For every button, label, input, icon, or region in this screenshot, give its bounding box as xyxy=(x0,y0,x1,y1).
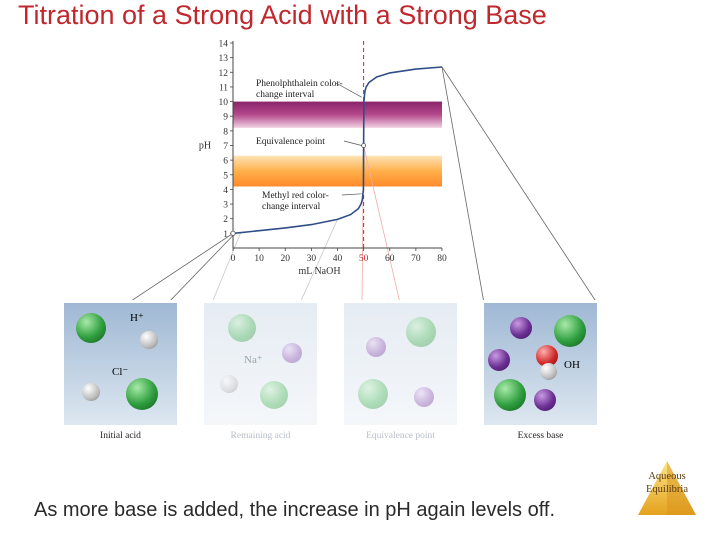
pyramid-icon xyxy=(638,461,696,515)
methyl-red-band xyxy=(233,155,442,187)
sodium-ion xyxy=(414,387,434,407)
phenolphthalein-band xyxy=(233,101,442,128)
slide-caption: As more base is added, the increase in p… xyxy=(34,499,556,521)
y-tick-label: 8 xyxy=(223,127,228,137)
chlorine-ion xyxy=(406,317,436,347)
panel-equivalence-point: Equivalence point xyxy=(344,303,457,441)
chlorine-ion xyxy=(554,315,586,347)
sodium-ion xyxy=(366,337,386,357)
x-tick-label: 50 xyxy=(359,254,369,264)
slide-title: Titration of a Strong Acid with a Strong… xyxy=(18,0,547,30)
y-tick-label: 7 xyxy=(223,142,228,152)
panel-excess-base: OH Excess base xyxy=(484,303,597,441)
sodium-ion xyxy=(282,343,302,363)
panel-connector xyxy=(131,233,234,300)
x-tick-label: 10 xyxy=(254,254,264,264)
hydrogen-ion xyxy=(140,331,158,349)
annotation-label: Phenolphthalein color- xyxy=(256,79,343,89)
x-tick-label: 30 xyxy=(307,254,317,264)
badge-label: Aqueous Equilibria xyxy=(646,471,688,495)
y-tick-label: 11 xyxy=(219,83,228,93)
y-tick-label: 13 xyxy=(219,54,229,64)
annotation-leader xyxy=(341,193,362,196)
chlorine-ion xyxy=(260,381,288,409)
panel-connector xyxy=(212,231,242,300)
hydroxide-label: OH xyxy=(564,359,580,371)
panel-caption: Initial acid xyxy=(100,431,141,441)
y-tick-label: 3 xyxy=(223,201,228,211)
panel-caption: Equivalence point xyxy=(366,431,435,441)
hydrogen-ion xyxy=(220,375,238,393)
chlorine-ion xyxy=(358,379,388,409)
hydrogen-label: H⁺ xyxy=(130,312,144,324)
sodium-ion xyxy=(510,317,532,339)
chlorine-ion xyxy=(494,379,526,411)
sodium-ion xyxy=(534,389,556,411)
x-axis-label: mL NaOH xyxy=(298,266,340,277)
panel-connector xyxy=(441,66,484,300)
annotation-leader xyxy=(335,82,362,98)
chloride-label: Cl⁻ xyxy=(112,366,129,378)
oxygen-atom xyxy=(536,345,558,367)
y-tick-label: 10 xyxy=(219,98,229,108)
y-tick-label: 14 xyxy=(219,40,229,50)
hydrogen-ion xyxy=(82,383,100,401)
y-tick-label: 1 xyxy=(223,230,228,240)
x-tick-label: 70 xyxy=(411,254,421,264)
annotation-label: change interval xyxy=(262,202,321,212)
chlorine-ion xyxy=(76,313,106,343)
y-tick-label: 2 xyxy=(223,215,228,225)
panel-connector xyxy=(300,219,338,300)
sodium-ion xyxy=(488,349,510,371)
panel-connector xyxy=(363,145,400,300)
equivalence-point-marker xyxy=(361,143,367,148)
y-tick-label: 9 xyxy=(223,113,228,123)
titration-curve xyxy=(232,66,443,235)
y-tick-label: 12 xyxy=(219,69,229,79)
y-tick-label: 4 xyxy=(223,186,228,196)
start-point-marker xyxy=(230,230,236,236)
panel-initial-acid: H⁺ Cl⁻ Initial acid xyxy=(64,303,177,441)
chlorine-ion xyxy=(228,314,256,342)
panel-connector xyxy=(170,233,236,300)
hydrogen-atom xyxy=(540,363,557,380)
y-tick-label: 5 xyxy=(223,171,228,181)
sodium-label: Na⁺ xyxy=(244,354,263,366)
x-tick-label: 60 xyxy=(385,254,395,264)
annotation-label: Methyl red color- xyxy=(262,191,329,201)
y-tick-label: 6 xyxy=(223,157,228,167)
x-tick-label: 40 xyxy=(333,254,343,264)
panel-connector xyxy=(441,66,596,300)
panel-caption: Excess base xyxy=(517,431,564,441)
x-tick-label: 80 xyxy=(437,254,447,264)
chlorine-ion xyxy=(126,378,158,410)
annotation-leader xyxy=(343,140,362,146)
panel-caption: Remaining acid xyxy=(230,431,291,441)
panel-remaining-acid: Na⁺ Remaining acid xyxy=(204,303,317,441)
y-axis-label: pH xyxy=(199,141,211,152)
annotation-label: change interval xyxy=(256,90,315,100)
annotation-label: Equivalence point xyxy=(256,137,325,147)
x-tick-label: 20 xyxy=(281,254,291,264)
x-tick-label: 0 xyxy=(231,254,236,264)
